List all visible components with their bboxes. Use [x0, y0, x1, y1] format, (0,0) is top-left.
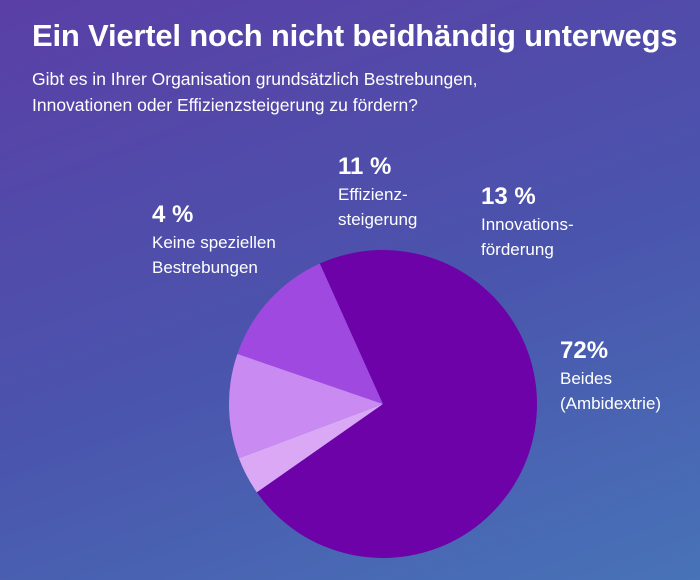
- slice-text-line: Beides: [560, 369, 612, 388]
- slice-label-innovation: 13 % Innovations- förderung: [481, 182, 574, 262]
- subtitle-line: Gibt es in Ihrer Organisation grundsätzl…: [32, 69, 478, 89]
- slice-text-line: Keine speziellen: [152, 233, 276, 252]
- pie-slice-3: [256, 249, 537, 558]
- slice-label-effizienz: 11 % Effizienz- steigerung: [338, 152, 417, 232]
- slice-text-line: förderung: [481, 240, 554, 259]
- slice-text-line: (Ambidextrie): [560, 394, 662, 413]
- chart-title: Ein Viertel noch nicht beidhändig unterw…: [32, 18, 678, 53]
- subtitle-line: Innovationen oder Effizienzsteigerung zu…: [32, 95, 418, 115]
- slice-percent: 4 %: [152, 201, 194, 228]
- pie-slice-1: [229, 353, 383, 459]
- chart-subtitle: Gibt es in Ihrer Organisation grundsätzl…: [32, 66, 632, 118]
- slice-percent: 72%: [560, 337, 609, 364]
- pie-slice-0: [238, 404, 383, 493]
- slice-label-keine: 4 % Keine speziellen Bestrebungen: [152, 200, 276, 280]
- slice-text-line: steigerung: [338, 210, 418, 229]
- slice-text-line: Innovations-: [481, 215, 574, 234]
- pie-slice-2: [237, 263, 383, 404]
- slice-percent: 13 %: [481, 183, 536, 210]
- slice-percent: 11 %: [338, 153, 392, 180]
- slice-text-line: Effizienz-: [338, 185, 408, 204]
- slice-text-line: Bestrebungen: [152, 258, 258, 277]
- slice-label-beides: 72% Beides (Ambidextrie): [560, 336, 661, 416]
